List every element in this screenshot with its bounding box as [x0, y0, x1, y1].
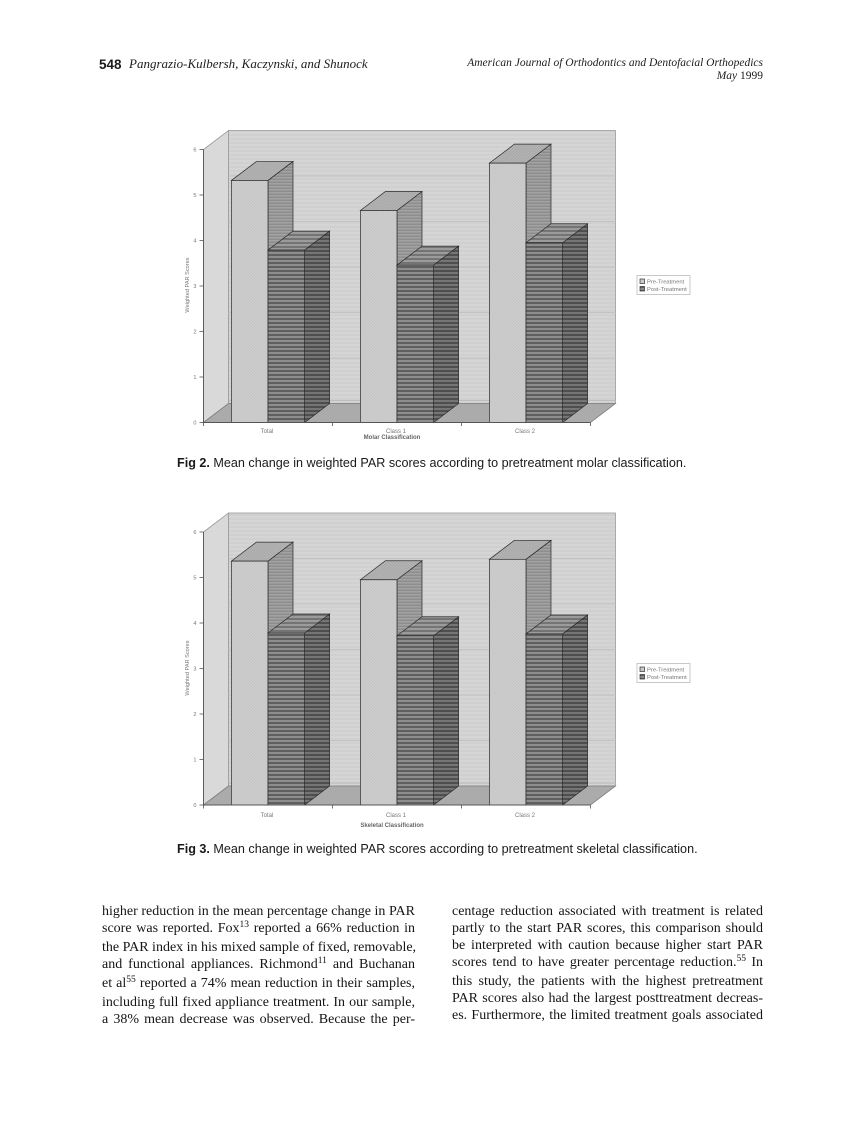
svg-text:4: 4	[193, 239, 196, 245]
svg-text:5: 5	[193, 576, 196, 582]
svg-text:Total: Total	[261, 813, 274, 819]
svg-text:Class 1: Class 1	[386, 429, 407, 435]
svg-text:0: 0	[193, 421, 196, 427]
svg-text:Total: Total	[261, 429, 274, 435]
svg-text:Skeletal Classification: Skeletal Classification	[360, 823, 424, 829]
svg-text:Weighted PAR Scores: Weighted PAR Scores	[185, 257, 191, 312]
svg-text:0: 0	[193, 803, 196, 809]
svg-text:6: 6	[193, 530, 196, 536]
svg-text:1: 1	[193, 758, 196, 764]
svg-text:Pre-Treatment: Pre-Treatment	[647, 279, 685, 285]
svg-text:Class 2: Class 2	[515, 429, 536, 435]
svg-text:Class 2: Class 2	[515, 813, 536, 819]
svg-text:1: 1	[193, 375, 196, 381]
svg-text:6: 6	[193, 148, 196, 154]
svg-text:5: 5	[193, 193, 196, 199]
svg-text:3: 3	[193, 284, 196, 290]
svg-text:Post-Treatment: Post-Treatment	[647, 675, 687, 681]
svg-text:2: 2	[193, 712, 196, 718]
svg-text:Post-Treatment: Post-Treatment	[647, 287, 687, 293]
svg-text:Pre-Treatment: Pre-Treatment	[647, 667, 685, 673]
svg-text:3: 3	[193, 667, 196, 673]
svg-text:4: 4	[193, 621, 196, 627]
svg-text:2: 2	[193, 330, 196, 336]
svg-text:Weighted PAR Scores: Weighted PAR Scores	[185, 640, 191, 695]
svg-text:Molar Classification: Molar Classification	[364, 435, 421, 441]
svg-text:Class 1: Class 1	[386, 813, 407, 819]
